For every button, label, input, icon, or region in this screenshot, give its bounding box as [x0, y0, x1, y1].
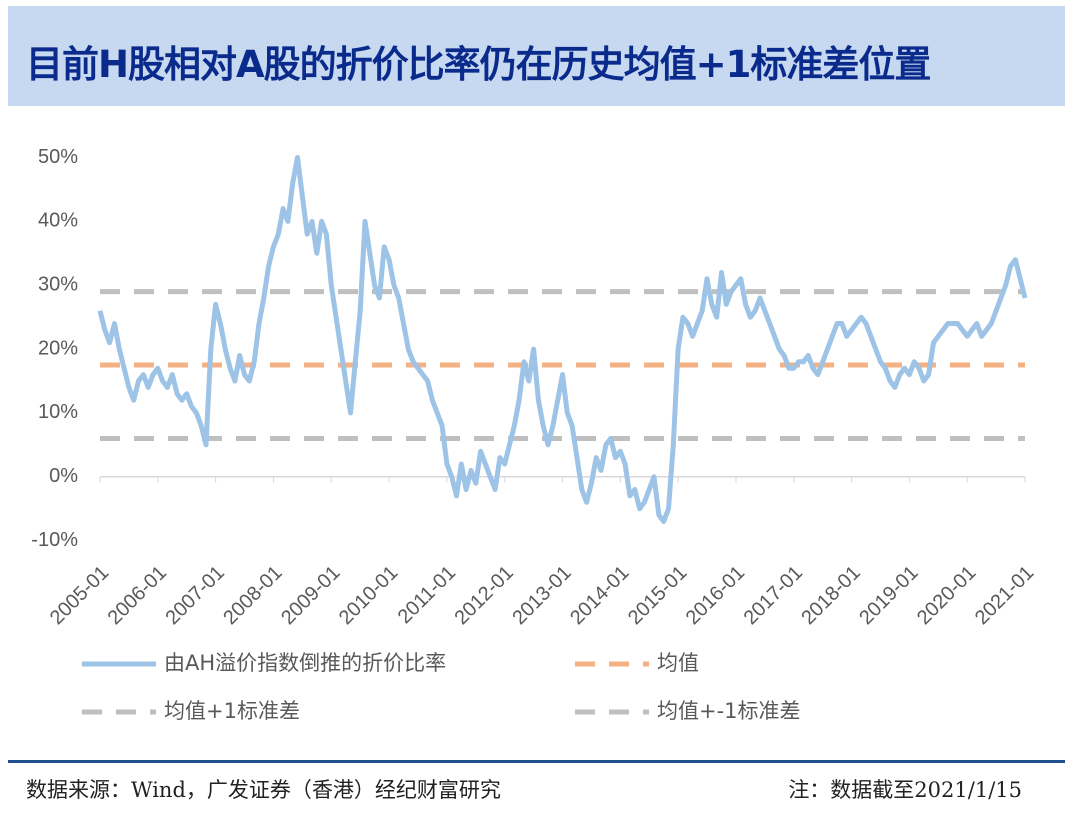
x-tick-label: 2006-01 — [104, 562, 171, 629]
x-tick-label: 2015-01 — [624, 562, 691, 629]
legend-label: 均值 — [657, 651, 699, 675]
x-tick-label: 2007-01 — [161, 562, 228, 629]
x-tick-label: 2016-01 — [682, 562, 749, 629]
y-tick-label: 50% — [38, 146, 78, 168]
x-tick-label: 2011-01 — [394, 562, 460, 628]
legend-label: 由AH溢价指数倒推的折价比率 — [164, 651, 446, 675]
y-tick-label: 40% — [38, 210, 78, 232]
title: 目前H股相对A股的折价比率仍在历史均值+1标准差位置 — [26, 43, 931, 86]
x-tick-label: 2014-01 — [566, 562, 633, 629]
source: 数据来源：Wind，广发证券（香港）经纪财富研究 — [26, 778, 501, 802]
y-tick-label: -10% — [31, 529, 78, 551]
x-tick-label: 2019-01 — [855, 562, 922, 629]
y-tick-label: 10% — [38, 401, 78, 423]
y-tick-label: 20% — [38, 337, 78, 359]
x-tick-label: 2005-01 — [46, 562, 113, 629]
x-tick-label: 2013-01 — [508, 562, 575, 629]
x-tick-label: 2010-01 — [335, 562, 402, 629]
legend-label: 均值+-1标准差 — [657, 699, 801, 723]
x-tick-label: 2008-01 — [219, 562, 286, 629]
x-tick-label: 2009-01 — [277, 562, 344, 629]
x-tick-label: 2012-01 — [450, 562, 517, 629]
footer-rule — [8, 760, 1065, 763]
data-line — [97, 155, 1028, 524]
x-tick-label: 2018-01 — [797, 562, 864, 629]
x-tick-label: 2021-01 — [971, 562, 1038, 629]
title-bar: 目前H股相对A股的折价比率仍在历史均值+1标准差位置 — [8, 6, 1065, 106]
y-tick-label: 0% — [49, 465, 78, 487]
note: 注：数据截至2021/1/15 — [788, 778, 1022, 802]
x-tick-label: 2020-01 — [913, 562, 980, 629]
legend-label: 均值+1标准差 — [164, 699, 300, 723]
x-tick-label: 2017-01 — [740, 562, 807, 629]
y-tick-label: 30% — [38, 274, 78, 296]
